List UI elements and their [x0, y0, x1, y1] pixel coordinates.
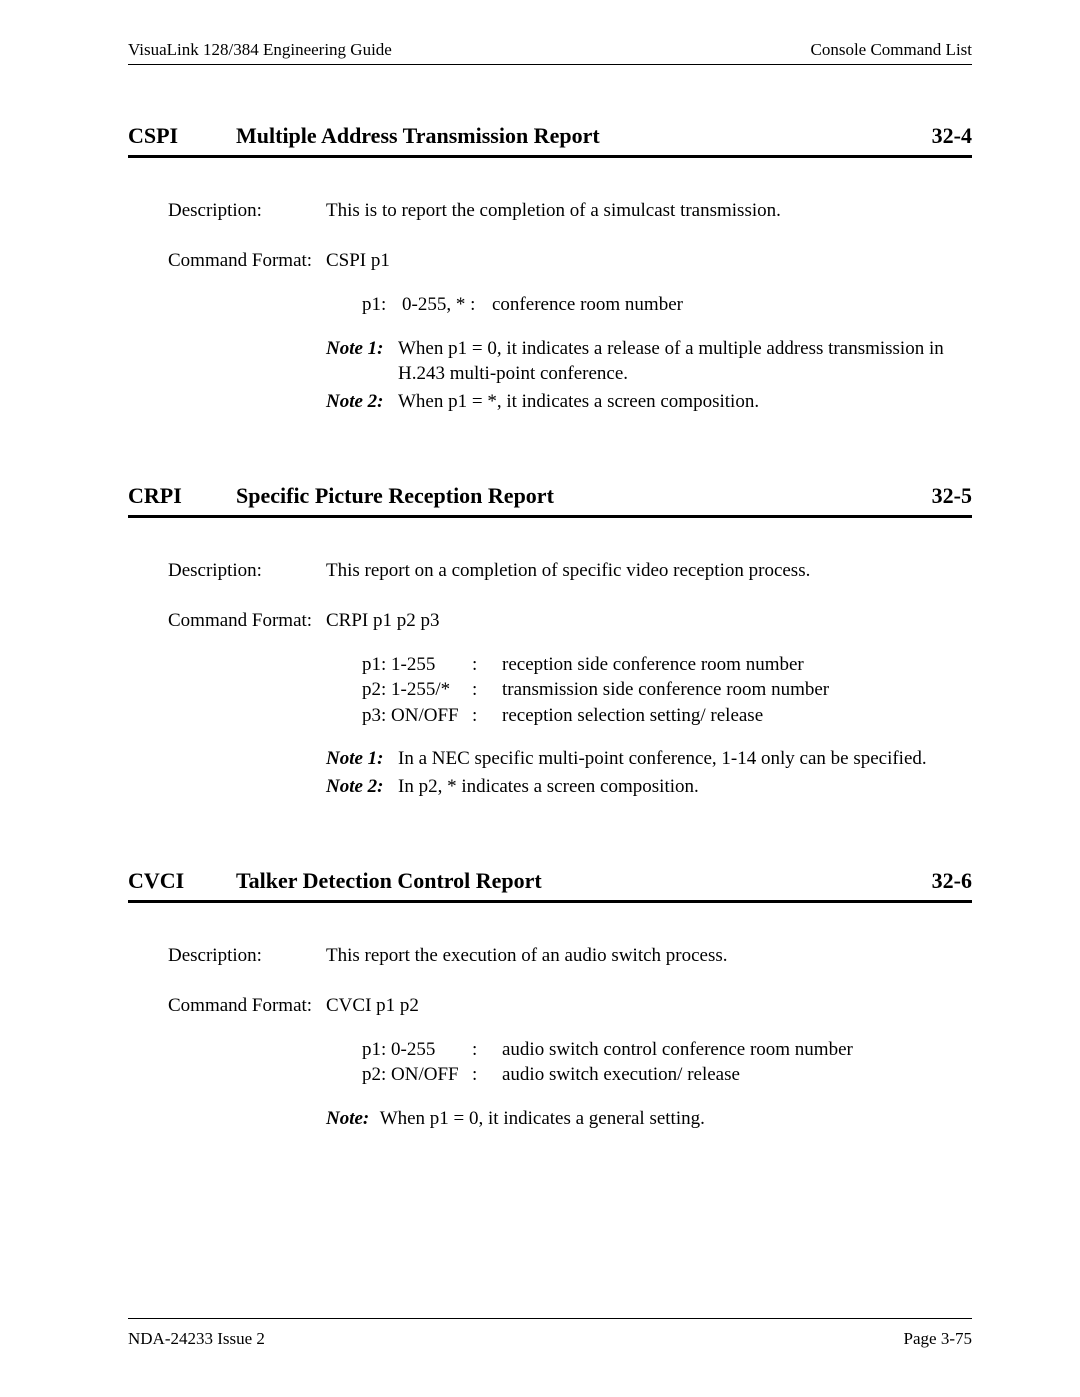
format-command: CRPI p1 p2 p3	[326, 610, 972, 632]
header-left: VisuaLink 128/384 Engineering Guide	[128, 40, 392, 60]
param-text: conference room number	[492, 292, 683, 318]
params-block: p1: 1-255 : reception side conference ro…	[326, 652, 972, 729]
param-text: audio switch execution/ release	[502, 1062, 740, 1088]
params-block: p1: 0-255 : audio switch control confere…	[326, 1037, 972, 1088]
description-label: Description:	[168, 560, 326, 582]
description-text: This is to report the completion of a si…	[326, 200, 972, 222]
note-text: When p1 = 0, it indicates a release of a…	[398, 336, 972, 387]
param-id: p3: ON/OFF	[362, 703, 472, 729]
section-header: CSPI Multiple Address Transmission Repor…	[128, 123, 972, 158]
page-footer: NDA-24233 Issue 2 Page 3-75	[128, 1318, 972, 1349]
format-command: CSPI p1	[326, 250, 972, 272]
section-crpi: CRPI Specific Picture Reception Report 3…	[128, 483, 972, 800]
section-code: CRPI	[128, 483, 236, 509]
note-row: Note 1: When p1 = 0, it indicates a rele…	[326, 336, 972, 387]
note-row: Note: When p1 = 0, it indicates a genera…	[326, 1106, 972, 1133]
section-cspi: CSPI Multiple Address Transmission Repor…	[128, 123, 972, 415]
note-label: Note:	[326, 1108, 369, 1129]
param-id: p1:	[362, 292, 402, 318]
page-header: VisuaLink 128/384 Engineering Guide Cons…	[128, 40, 972, 65]
param-sep: :	[472, 652, 502, 678]
description-block: Description: This report on a completion…	[128, 560, 972, 582]
command-format-block: Command Format: CRPI p1 p2 p3 p1: 1-255 …	[128, 610, 972, 800]
params-block: p1: 0-255, * : conference room number	[326, 292, 972, 318]
format-content: CRPI p1 p2 p3 p1: 1-255 : reception side…	[326, 610, 972, 800]
param-text: reception selection setting/ release	[502, 703, 763, 729]
param-id: p1: 1-255	[362, 652, 472, 678]
param-sep: :	[472, 703, 502, 729]
format-command: CVCI p1 p2	[326, 995, 972, 1017]
note-row: Note 1: In a NEC specific multi-point co…	[326, 746, 972, 772]
section-header: CVCI Talker Detection Control Report 32-…	[128, 868, 972, 903]
command-format-block: Command Format: CSPI p1 p1: 0-255, * : c…	[128, 250, 972, 415]
note-text: When p1 = 0, it indicates a general sett…	[380, 1108, 705, 1129]
note-text: When p1 = *, it indicates a screen compo…	[398, 389, 972, 415]
section-title: Specific Picture Reception Report	[236, 483, 932, 509]
footer-left: NDA-24233 Issue 2	[128, 1329, 265, 1349]
command-format-block: Command Format: CVCI p1 p2 p1: 0-255 : a…	[128, 995, 972, 1133]
format-label: Command Format:	[168, 250, 326, 415]
note-label: Note 1:	[326, 746, 398, 772]
param-row: p2: ON/OFF : audio switch execution/ rel…	[362, 1062, 972, 1088]
footer-right: Page 3-75	[904, 1329, 972, 1349]
section-number: 32-4	[932, 123, 972, 149]
section-number: 32-5	[932, 483, 972, 509]
description-label: Description:	[168, 200, 326, 222]
note-label: Note 2:	[326, 389, 398, 415]
note-row: Note 2: In p2, * indicates a screen comp…	[326, 774, 972, 800]
description-label: Description:	[168, 945, 326, 967]
section-title: Multiple Address Transmission Report	[236, 123, 932, 149]
format-label: Command Format:	[168, 610, 326, 800]
section-header: CRPI Specific Picture Reception Report 3…	[128, 483, 972, 518]
param-id: p1: 0-255	[362, 1037, 472, 1063]
note-row: Note 2: When p1 = *, it indicates a scre…	[326, 389, 972, 415]
section-code: CVCI	[128, 868, 236, 894]
param-id: p2: 1-255/*	[362, 677, 472, 703]
description-block: Description: This report the execution o…	[128, 945, 972, 967]
param-val: 0-255, * :	[402, 292, 492, 318]
param-row: p1: 0-255, * : conference room number	[362, 292, 972, 318]
section-code: CSPI	[128, 123, 236, 149]
format-label: Command Format:	[168, 995, 326, 1133]
param-text: reception side conference room number	[502, 652, 804, 678]
note-text: In p2, * indicates a screen composition.	[398, 774, 972, 800]
description-block: Description: This is to report the compl…	[128, 200, 972, 222]
format-content: CSPI p1 p1: 0-255, * : conference room n…	[326, 250, 972, 415]
format-content: CVCI p1 p2 p1: 0-255 : audio switch cont…	[326, 995, 972, 1133]
note-label: Note 2:	[326, 774, 398, 800]
param-row: p1: 1-255 : reception side conference ro…	[362, 652, 972, 678]
description-text: This report the execution of an audio sw…	[326, 945, 972, 967]
section-number: 32-6	[932, 868, 972, 894]
section-title: Talker Detection Control Report	[236, 868, 932, 894]
description-text: This report on a completion of specific …	[326, 560, 972, 582]
param-row: p1: 0-255 : audio switch control confere…	[362, 1037, 972, 1063]
note-text: In a NEC specific multi-point conference…	[398, 746, 972, 772]
param-sep: :	[472, 1037, 502, 1063]
note-label: Note 1:	[326, 336, 398, 387]
param-text: transmission side conference room number	[502, 677, 829, 703]
param-sep: :	[472, 1062, 502, 1088]
header-right: Console Command List	[811, 40, 973, 60]
param-text: audio switch control conference room num…	[502, 1037, 853, 1063]
param-id: p2: ON/OFF	[362, 1062, 472, 1088]
section-cvci: CVCI Talker Detection Control Report 32-…	[128, 868, 972, 1133]
param-row: p3: ON/OFF : reception selection setting…	[362, 703, 972, 729]
param-row: p2: 1-255/* : transmission side conferen…	[362, 677, 972, 703]
param-sep: :	[472, 677, 502, 703]
